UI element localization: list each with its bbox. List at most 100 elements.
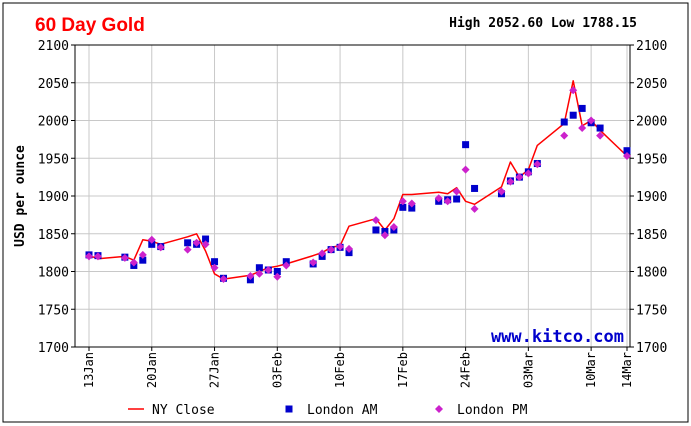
london-pm-point — [336, 242, 345, 251]
legend-item: London PM — [435, 403, 528, 418]
london-pm-point — [255, 269, 264, 278]
y-tick-label: 1800 — [38, 266, 69, 281]
y-tick-label: 1950 — [38, 152, 69, 167]
london-pm-point — [578, 124, 587, 133]
london-pm-point — [183, 245, 192, 254]
london-pm-point — [524, 169, 533, 178]
y-tick-label: 1700 — [636, 341, 667, 356]
x-axis: 13Jan 20Jan 27Jan 03Feb 10Feb 17Feb 24Feb 03Mar… — [82, 347, 634, 388]
london-pm-point — [389, 222, 398, 231]
london-pm-point — [345, 244, 354, 253]
london-pm-point — [156, 243, 165, 252]
london-am-point — [569, 111, 577, 119]
y-tick-label: 2050 — [636, 77, 667, 92]
x-tick-label: 13Jan — [82, 352, 96, 388]
london-pm-point — [398, 197, 407, 206]
x-tick-label: 27Jan — [208, 352, 222, 388]
x-tick-label: 10Feb — [333, 352, 347, 388]
london-am-point — [211, 258, 219, 266]
london-pm-point — [380, 231, 389, 240]
legend-item: NY Close — [128, 403, 215, 418]
london-am-point — [453, 195, 461, 203]
legend-marker-swatch — [285, 405, 293, 413]
london-pm-point — [147, 235, 156, 244]
legend-label: NY Close — [152, 403, 215, 418]
y-tick-label: 2050 — [38, 77, 69, 92]
y-tick-label: 1700 — [38, 341, 69, 356]
london-am-point — [255, 264, 263, 272]
london-am-point — [560, 118, 568, 126]
chart-legend: NY Close London AM London PM — [128, 403, 528, 418]
london-am-point — [148, 240, 156, 248]
london-pm-point — [434, 194, 443, 203]
legend-marker-swatch — [435, 405, 443, 413]
london-pm-point — [461, 165, 470, 174]
y-axis-label: USD per ounce — [13, 145, 28, 247]
london-pm-point — [246, 272, 255, 281]
london-pm-point — [623, 151, 631, 160]
x-tick-label: 14Mar — [620, 352, 634, 388]
london-pm-point — [443, 197, 452, 206]
london-am-point — [372, 226, 380, 234]
y-tick-label: 1750 — [38, 303, 69, 318]
london-am-point — [578, 104, 586, 112]
london-pm-point — [452, 187, 461, 196]
london-am-point — [399, 203, 407, 211]
london-am-point — [596, 124, 604, 132]
london-pm-point — [560, 131, 569, 140]
london-pm-point — [93, 252, 102, 261]
y-tick-label: 1900 — [38, 190, 69, 205]
london-pm-point — [129, 258, 138, 267]
london-am-point — [623, 147, 631, 155]
y-tick-label: 2100 — [38, 39, 69, 54]
london-am-point — [462, 141, 470, 149]
london-am-point — [202, 235, 210, 243]
y-axis-left: 1700 1750 1800 1850 1900 1950 2000 2050 2100 — [38, 39, 75, 356]
london-pm-point — [407, 199, 416, 208]
x-tick-label: 03Feb — [270, 352, 284, 388]
legend-item: London AM — [285, 403, 378, 418]
london-pm-point — [506, 177, 515, 186]
chart-title: 60 Day Gold — [35, 15, 145, 36]
y-tick-label: 2100 — [636, 39, 667, 54]
london-pm-point — [318, 249, 327, 258]
y-tick-label: 1850 — [38, 228, 69, 243]
y-tick-label: 2000 — [636, 115, 667, 130]
london-pm-point — [192, 238, 201, 247]
london-pm-point — [85, 252, 93, 261]
london-pm-point — [138, 250, 147, 259]
london-pm-point — [596, 131, 605, 140]
legend-label: London PM — [457, 403, 528, 418]
london-am-point — [273, 268, 281, 275]
london-pm-point — [210, 263, 219, 272]
x-tick-label: 24Feb — [459, 352, 473, 388]
x-tick-label: 17Feb — [396, 352, 410, 388]
london-am-point — [184, 239, 192, 247]
y-tick-label: 2000 — [38, 115, 69, 130]
y-tick-label: 1750 — [636, 303, 667, 318]
series-layer — [85, 80, 631, 284]
london-pm-point — [273, 272, 282, 281]
y-tick-label: 1900 — [636, 190, 667, 205]
london-pm-point — [120, 253, 129, 262]
london-am-point — [471, 184, 479, 192]
london-am-point — [408, 204, 416, 212]
high-low-readout: High 2052.60 Low 1788.15 — [449, 16, 637, 31]
london-pm-point — [470, 204, 479, 213]
london-am-point — [139, 256, 147, 264]
x-tick-label: 20Jan — [145, 352, 159, 388]
y-axis-right: 1700 1750 1800 1850 1900 1950 2000 2050 2100 — [630, 39, 667, 356]
series-london-pm — [85, 86, 631, 284]
london-pm-point — [533, 160, 542, 169]
london-pm-point — [515, 173, 524, 182]
london-pm-point — [219, 275, 228, 284]
london-pm-point — [587, 116, 596, 125]
x-tick-label: 10Mar — [584, 352, 598, 388]
y-tick-label: 1850 — [636, 228, 667, 243]
london-pm-point — [371, 216, 380, 225]
london-pm-point — [569, 86, 578, 95]
y-tick-label: 1800 — [636, 266, 667, 281]
